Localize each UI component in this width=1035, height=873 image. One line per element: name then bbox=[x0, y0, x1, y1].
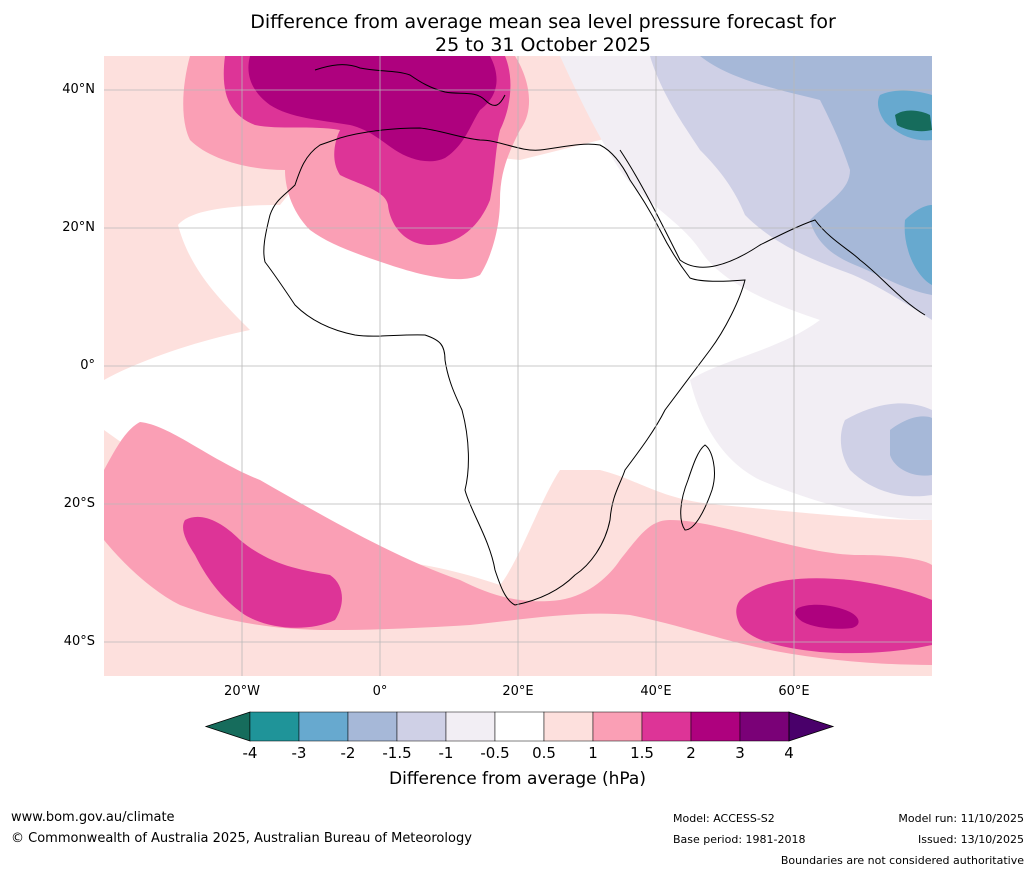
colorbar-tick-label: 4 bbox=[784, 744, 794, 762]
footer-copyright: © Commonwealth of Australia 2025, Austra… bbox=[11, 831, 472, 846]
colorbar-swatch bbox=[249, 711, 300, 742]
lon-label-40e: 40°E bbox=[640, 684, 672, 699]
colorbar bbox=[204, 711, 835, 742]
low-anomaly-arabian-sea bbox=[877, 90, 932, 285]
low-anomaly-himalaya bbox=[895, 110, 932, 132]
colorbar-swatch bbox=[592, 711, 643, 742]
lon-label-60e: 60°E bbox=[778, 684, 810, 699]
graticule bbox=[104, 56, 932, 676]
lat-label-20s: 20°S bbox=[63, 496, 95, 511]
colorbar-tick-label: 0.5 bbox=[532, 744, 556, 762]
colorbar-swatch bbox=[347, 711, 398, 742]
colorbar-tick-label: -1.5 bbox=[382, 744, 412, 762]
colorbar-tick-label: 2 bbox=[686, 744, 696, 762]
footer-url: www.bom.gov.au/climate bbox=[11, 810, 175, 825]
colorbar-swatch bbox=[298, 711, 349, 742]
madagascar-outline bbox=[680, 444, 715, 531]
colorbar-tick-label: -0.5 bbox=[480, 744, 510, 762]
lat-label-20n: 20°N bbox=[62, 220, 95, 235]
colorbar-label: Difference from average (hPa) bbox=[389, 769, 646, 789]
colorbar-swatch bbox=[690, 711, 741, 742]
colorbar-tick-label: 3 bbox=[735, 744, 745, 762]
africa-coastline bbox=[263, 127, 746, 606]
negative-strong-east bbox=[700, 56, 932, 476]
europe-coastline bbox=[314, 64, 506, 106]
high-anomaly-mediterranean bbox=[248, 56, 497, 162]
footer-base-period: Base period: 1981-2018 bbox=[673, 833, 806, 846]
colorbar-tick-label: -4 bbox=[242, 744, 258, 762]
lon-label-20e: 20°E bbox=[502, 684, 534, 699]
colorbar-tick-label: -1 bbox=[438, 744, 454, 762]
colorbar-swatch bbox=[396, 711, 447, 742]
footer-model-run: Model run: 11/10/2025 bbox=[898, 812, 1024, 825]
lon-label-20w: 20°W bbox=[224, 684, 260, 699]
colorbar-swatch bbox=[641, 711, 692, 742]
lat-label-40s: 40°S bbox=[63, 634, 95, 649]
colorbar-extend-high bbox=[788, 711, 835, 742]
footer-model: Model: ACCESS-S2 bbox=[673, 812, 775, 825]
colorbar-extend-low bbox=[204, 711, 251, 742]
lon-label-0: 0° bbox=[372, 684, 388, 699]
colorbar-swatch bbox=[543, 711, 594, 742]
colorbar-tick-label: -3 bbox=[291, 744, 307, 762]
colorbar-tick-label: 1 bbox=[588, 744, 598, 762]
arabia-coastline bbox=[619, 149, 926, 316]
colorbar-swatch bbox=[494, 711, 545, 742]
colorbar-tick-label: -2 bbox=[340, 744, 356, 762]
lat-label-0: 0° bbox=[80, 358, 95, 373]
high-anomaly-south-indian-ocean bbox=[795, 604, 859, 629]
map-title-line2: 25 to 31 October 2025 bbox=[435, 34, 651, 56]
colorbar-tick-label: 1.5 bbox=[630, 744, 654, 762]
footer-boundaries: Boundaries are not considered authoritat… bbox=[780, 854, 1024, 867]
colorbar-swatch bbox=[445, 711, 496, 742]
colorbar-swatch bbox=[739, 711, 790, 742]
lat-label-40n: 40°N bbox=[62, 82, 95, 97]
map-title-line1: Difference from average mean sea level p… bbox=[250, 11, 836, 33]
footer-issued: Issued: 13/10/2025 bbox=[917, 833, 1024, 846]
high-anomaly-south-atlantic bbox=[183, 516, 342, 628]
